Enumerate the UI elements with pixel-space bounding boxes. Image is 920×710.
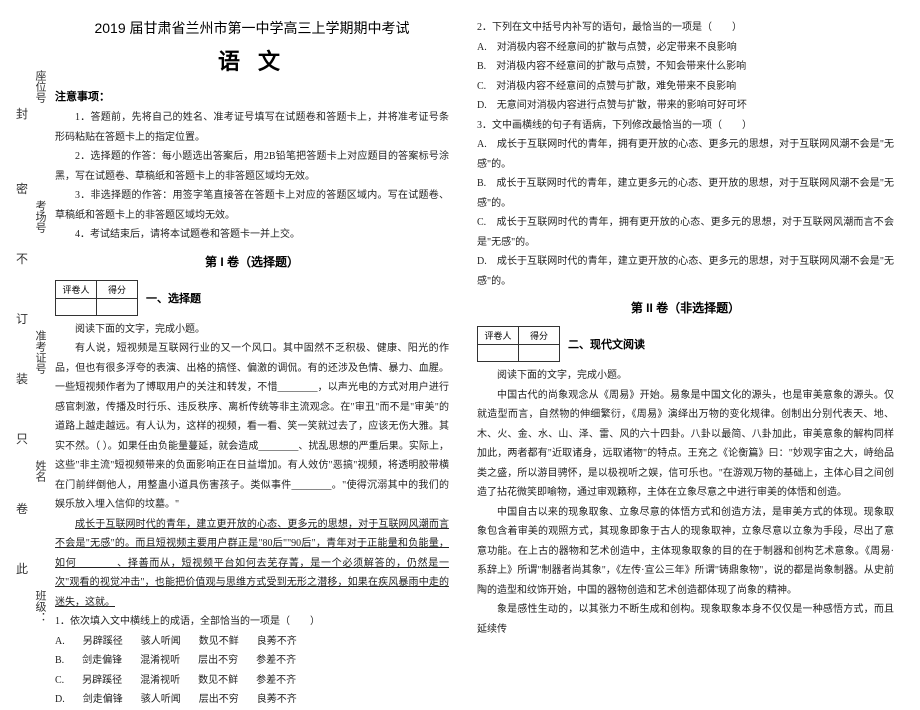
q2-stem: 2．下列在文中括号内补写的语句，最恰当的一项是（ ） xyxy=(477,18,894,38)
part2-title: 第 II 卷（非选择题） xyxy=(477,299,894,316)
notice-item: 3．非选择题的作答：用签字笔直接答在答题卡上对应的答题区域内。写在试题卷、草稿纸… xyxy=(55,186,449,225)
passage2-para: 中国自古以来的现象取象、立象尽意的体悟方式和创造方法，是审美方式的体现。现象取象… xyxy=(477,503,894,601)
score-cell xyxy=(478,345,519,362)
margin-field-label: 班级： xyxy=(32,590,48,623)
page-root: 封 座位号 密 考场号 不 订 准考证号 装 只 姓名 卷 此 班级： 2019… xyxy=(0,0,920,651)
score-table2: 评卷人 得分 xyxy=(477,326,560,362)
binding-margin: 封 座位号 密 考场号 不 订 准考证号 装 只 姓名 卷 此 班级： xyxy=(0,0,45,651)
margin-char: 此 xyxy=(16,560,28,577)
margin-char: 订 xyxy=(16,310,28,327)
left-column: 2019 届甘肃省兰州市第一中学高三上学期期中考试 语 文 注意事项： 1．答题… xyxy=(45,0,465,651)
q2-option: A. 对消极内容不经意间的扩散与点赞，必定带来不良影响 xyxy=(477,38,894,58)
q2-option: C. 对消极内容不经意间的点赞与扩散，难免带来不良影响 xyxy=(477,77,894,97)
exam-title: 2019 届甘肃省兰州市第一中学高三上学期期中考试 xyxy=(55,18,449,38)
score-header: 得分 xyxy=(519,327,560,345)
margin-field-label: 准考证号 xyxy=(32,330,48,374)
margin-field-label: 座位号 xyxy=(32,70,48,103)
margin-char: 不 xyxy=(16,250,28,267)
margin-char: 卷 xyxy=(16,500,28,517)
score-header: 得分 xyxy=(97,280,138,298)
q1-option-b: B.剑走偏锋混淆视听层出不穷参差不齐 xyxy=(55,651,449,671)
passage-para-underline: 成长于互联网时代的青年，建立更开放的心态、更多元的思想，对于互联网风潮而言不会是… xyxy=(55,515,449,613)
q1-stem: 1．依次填入文中横线上的成语，全部恰当的一项是（ ） xyxy=(55,612,449,632)
right-column: 2．下列在文中括号内补写的语句，最恰当的一项是（ ） A. 对消极内容不经意间的… xyxy=(465,0,910,651)
part1-title: 第 I 卷（选择题） xyxy=(55,253,449,270)
score-header: 评卷人 xyxy=(56,280,97,298)
score-table: 评卷人 得分 xyxy=(55,280,138,316)
score-cell xyxy=(519,345,560,362)
q3-option: B. 成长于互联网时代的青年，建立更多元的心态、更开放的思想，对于互联网风潮不会… xyxy=(477,174,894,213)
section1-label: 一、选择题 xyxy=(146,290,201,306)
q1-option-c: C.另辟蹊径混淆视听数见不鲜参差不齐 xyxy=(55,671,449,691)
passage2-para: 中国古代的尚象观念从《周易》开始。易象是中国文化的源头，也是审美意象的源头。仅就… xyxy=(477,386,894,503)
passage2-para: 象是感性生动的，以其张力不断生成和创构。现象取象本身不仅仅是一种感悟方式，而且延… xyxy=(477,600,894,639)
score-header: 评卷人 xyxy=(478,327,519,345)
margin-char: 装 xyxy=(16,370,28,387)
notice-item: 2．选择题的作答：每小题选出答案后，用2B铅笔把答题卡上对应题目的答案标号涂黑，… xyxy=(55,147,449,186)
notice-heading: 注意事项： xyxy=(55,88,449,104)
q3-option: C. 成长于互联网时代的青年，拥有更开放的心态、更多元的思想，对于互联网风潮而言… xyxy=(477,213,894,252)
q1-option-d: D.剑走偏锋骇人听闻层出不穷良莠不齐 xyxy=(55,690,449,710)
margin-char: 密 xyxy=(16,180,28,197)
notice-item: 4．考试结束后，请将本试题卷和答题卡一并上交。 xyxy=(55,225,449,245)
section2-label: 二、现代文阅读 xyxy=(568,336,645,352)
notice-item: 1．答题前，先将自己的姓名、准考证号填写在试题卷和答题卡上，并将准考证号条形码粘… xyxy=(55,108,449,147)
q3-option: D. 成长于互联网时代的青年，建立更开放的心态、更多元的思想，对于互联网风潮不会… xyxy=(477,252,894,291)
score-row2: 评卷人 得分 二、现代文阅读 xyxy=(477,322,894,366)
margin-field-label: 考场号 xyxy=(32,200,48,233)
q3-stem: 3．文中画横线的句子有语病，下列修改最恰当的一项（ ） xyxy=(477,116,894,136)
q2-option: B. 对消极内容不经意间的扩散与点赞，不知会带来什么影响 xyxy=(477,57,894,77)
reading-lead2: 阅读下面的文字，完成小题。 xyxy=(477,366,894,386)
score-cell xyxy=(97,298,138,315)
score-row: 评卷人 得分 一、选择题 xyxy=(55,276,449,320)
margin-field-label: 姓名 xyxy=(32,460,48,482)
margin-char: 只 xyxy=(16,430,28,447)
exam-subject: 语 文 xyxy=(55,44,449,76)
q3-option: A. 成长于互联网时代的青年，拥有更开放的心态、更多元的思想，对于互联网风潮不会… xyxy=(477,135,894,174)
q1-option-a: A.另辟蹊径骇人听闻数见不鲜良莠不齐 xyxy=(55,632,449,652)
score-cell xyxy=(56,298,97,315)
reading-lead: 阅读下面的文字，完成小题。 xyxy=(55,320,449,340)
margin-char: 封 xyxy=(16,105,28,122)
passage-para: 有人说，短视频是互联网行业的又一个风口。其中固然不乏积极、健康、阳光的作品，但也… xyxy=(55,339,449,515)
q2-option: D. 无意间对消极内容进行点赞与扩散，带来的影响可好可坏 xyxy=(477,96,894,116)
